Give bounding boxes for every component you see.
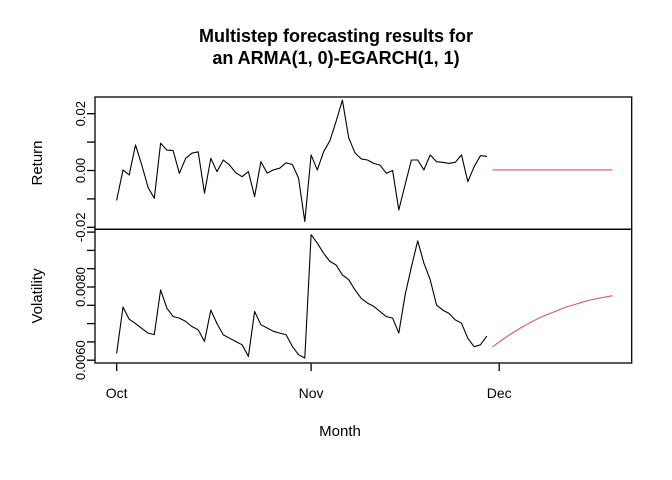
chart-title-line2: an ARMA(1, 0)-EGARCH(1, 1) bbox=[212, 48, 459, 68]
volatility-y-ticks bbox=[87, 231, 95, 361]
xtick-label-oct: Oct bbox=[106, 385, 128, 401]
volatility-actual-line bbox=[116, 234, 488, 359]
return-axis-title: Return bbox=[29, 140, 46, 185]
x-tick-labels: Oct Nov Dec bbox=[106, 385, 512, 401]
return-actual-line bbox=[116, 99, 488, 223]
return-panel-box bbox=[94, 96, 633, 230]
xtick-label-nov: Nov bbox=[299, 385, 324, 401]
volatility-forecast-line bbox=[492, 295, 613, 348]
xtick-label-dec: Dec bbox=[487, 385, 512, 401]
volatility-y-tick-labels: 0.0080 0.0060 bbox=[73, 267, 88, 380]
return-ytick-label: 0.00 bbox=[73, 158, 88, 183]
volatility-panel-box bbox=[94, 228, 633, 364]
return-panel: 0.02 0.00 -0.02 Return bbox=[29, 96, 633, 242]
chart-title-line1: Multistep forecasting results for bbox=[199, 26, 473, 46]
x-axis: Oct Nov Dec Month bbox=[106, 363, 512, 440]
return-ytick-label: 0.02 bbox=[73, 101, 88, 126]
x-axis-title: Month bbox=[319, 423, 361, 440]
volatility-ytick-label: 0.0080 bbox=[73, 267, 88, 307]
return-ytick-label: -0.02 bbox=[73, 212, 88, 242]
return-y-ticks bbox=[87, 113, 95, 228]
volatility-panel: 0.0080 0.0060 Volatility bbox=[29, 228, 633, 380]
return-y-tick-labels: 0.02 0.00 -0.02 bbox=[73, 101, 88, 242]
chart-title: Multistep forecasting results for an ARM… bbox=[199, 26, 473, 68]
volatility-ytick-label: 0.0060 bbox=[73, 340, 88, 380]
x-ticks bbox=[116, 363, 500, 371]
volatility-axis-title: Volatility bbox=[29, 268, 46, 324]
